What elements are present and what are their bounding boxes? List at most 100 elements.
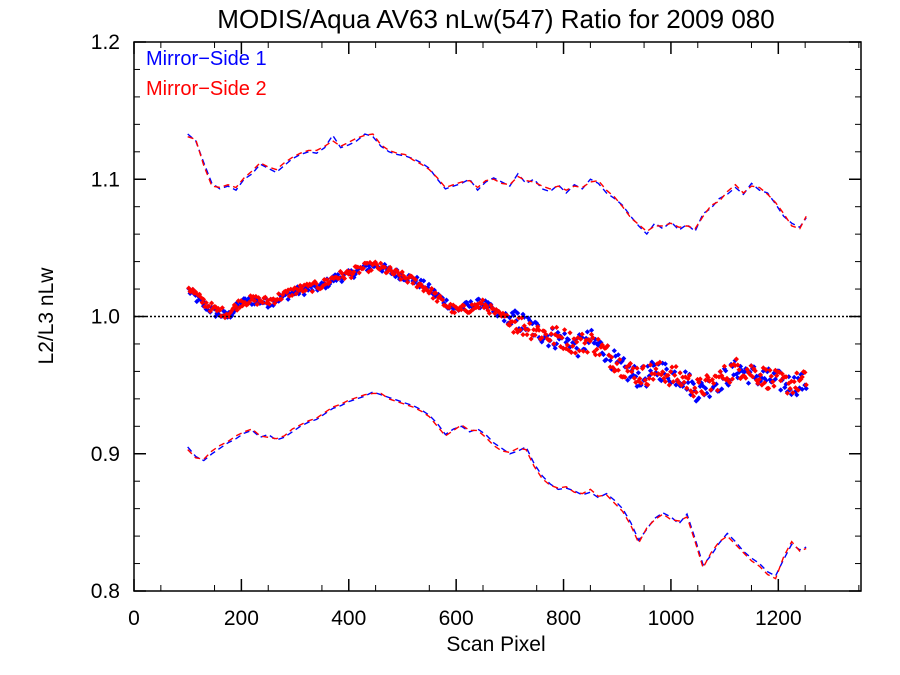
series-2-point — [474, 301, 480, 307]
series-2-point — [615, 367, 621, 373]
series-2-point — [574, 339, 580, 345]
series-2-point — [641, 363, 647, 369]
series-2-point — [787, 386, 793, 392]
series-1-point — [354, 268, 360, 274]
x-tick-label-0: 0 — [128, 607, 140, 630]
series-2-point — [547, 337, 553, 343]
series-2-point — [552, 332, 558, 338]
series-2-point — [729, 376, 735, 382]
series-2-point — [652, 371, 658, 377]
series-1-point — [607, 357, 613, 364]
series-2-point — [457, 305, 463, 311]
series-2-point — [247, 293, 254, 299]
series-1-point — [203, 306, 209, 312]
series-2-point — [234, 307, 240, 313]
series-2-point — [266, 301, 272, 307]
series-2-point — [196, 291, 203, 297]
series-2-point — [609, 354, 615, 360]
series-2-point — [209, 300, 215, 306]
series-1-point — [662, 361, 668, 367]
series-1-point — [443, 297, 450, 303]
series-2-point — [676, 379, 682, 386]
series-2-point — [199, 300, 205, 306]
series-1-point — [270, 302, 276, 308]
series-1-point — [285, 296, 291, 302]
series-1-point — [719, 386, 725, 392]
series-2-point — [535, 324, 541, 330]
series-1-point — [772, 376, 778, 382]
series-2-point — [594, 346, 600, 352]
series-2-point — [762, 380, 768, 386]
series-1-point — [485, 300, 491, 306]
series-2-point — [617, 357, 623, 363]
series-1-point — [554, 341, 560, 347]
series-1-point — [694, 397, 701, 403]
series-2-point — [596, 352, 603, 358]
series-2-point — [433, 290, 439, 296]
series-2-point — [528, 336, 534, 342]
series-2-point — [792, 385, 799, 391]
series-2-point — [340, 274, 346, 280]
series-1-point — [615, 352, 621, 358]
series-1-point — [540, 336, 546, 342]
series-2-point — [551, 341, 557, 347]
series-2-point — [717, 368, 723, 375]
series-1-point — [586, 340, 592, 346]
series-1-point — [398, 271, 404, 277]
series-1-point — [690, 381, 697, 387]
series-2-point — [768, 373, 774, 379]
x-axis-label: Scan Pixel — [446, 633, 545, 656]
series-2-point — [766, 385, 772, 391]
series-2-point — [786, 380, 792, 386]
series-2-point — [791, 379, 797, 385]
series-2-point — [486, 310, 492, 316]
series-1-point — [619, 358, 625, 364]
series-2-point — [200, 296, 207, 302]
series-2-point — [512, 319, 518, 325]
series-2-point — [409, 273, 415, 279]
series-2-point — [415, 283, 421, 289]
series-2-point — [583, 337, 589, 343]
series-1-point — [658, 378, 664, 384]
series-1-point — [618, 359, 624, 365]
series-1-point — [520, 311, 526, 317]
series-1-point — [592, 336, 599, 342]
series-1-point — [476, 296, 482, 302]
series-1-point — [562, 331, 568, 337]
series-2-point — [798, 376, 804, 382]
series-2-point — [366, 269, 372, 275]
series-2-point — [603, 345, 609, 351]
series-2-point — [364, 260, 370, 266]
series-2-point — [372, 259, 378, 265]
series-2-point — [536, 327, 542, 333]
series-1-point — [552, 345, 558, 351]
series-1-point — [426, 281, 432, 287]
series-1-point — [594, 341, 600, 347]
series-2-point — [210, 305, 216, 311]
series-1-point — [544, 333, 550, 339]
series-2-point — [784, 390, 790, 396]
series-2-point — [560, 346, 566, 352]
series-2-point — [668, 369, 674, 375]
series-2-point — [405, 279, 411, 285]
data-points-layer — [186, 259, 809, 404]
legend-mirror-side-1: Mirror−Side 1 — [146, 48, 267, 70]
series-2-point — [206, 303, 212, 309]
series-1-point — [703, 385, 709, 391]
series-2-point — [575, 335, 581, 341]
series-2-point — [544, 336, 550, 342]
series-1-point — [231, 308, 237, 314]
series-2-point — [539, 335, 545, 341]
series-2-point — [186, 285, 192, 291]
series-2-upper-line — [187, 133, 807, 233]
series-1-point — [574, 345, 580, 351]
series-2-point — [669, 364, 675, 370]
series-2-point — [802, 369, 808, 375]
series-1-point — [511, 312, 517, 318]
series-1-point — [763, 378, 769, 384]
envelope-lines-layer — [187, 133, 807, 580]
series-2-point — [230, 305, 236, 311]
series-2-point — [482, 302, 488, 308]
series-2-point — [567, 330, 573, 336]
